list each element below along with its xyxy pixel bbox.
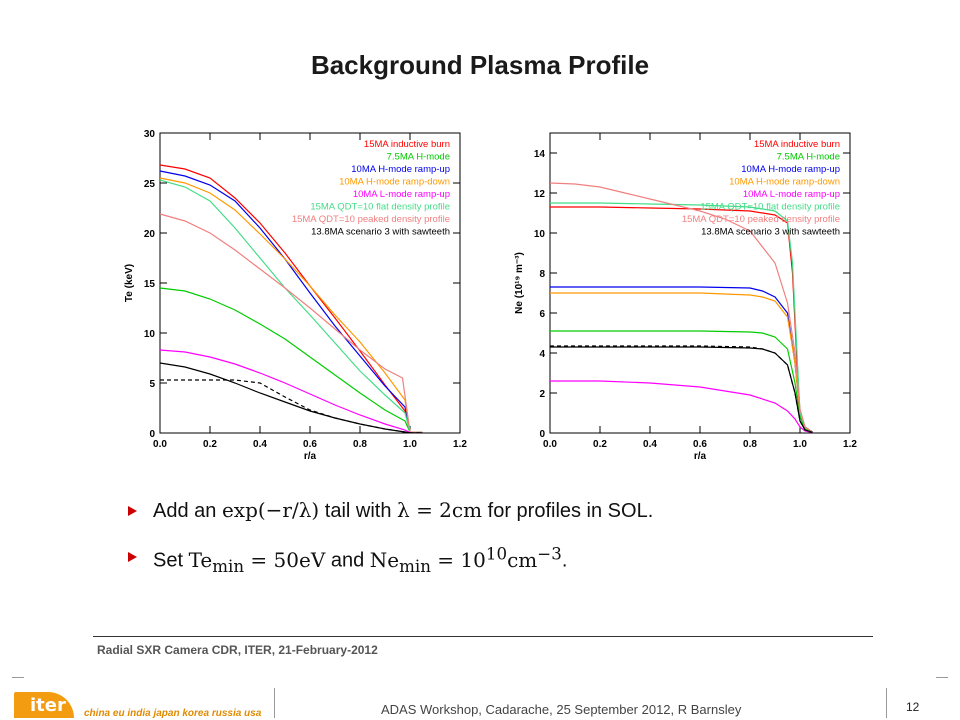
x-axis-label: r/a <box>304 451 317 462</box>
legend-entry: 13.8MA scenario 3 with sawteeth <box>701 227 840 238</box>
series-line-dashed <box>550 345 813 433</box>
legend-entry: 10MA H-mode ramp-down <box>729 177 840 188</box>
series-line <box>159 179 423 434</box>
series-line-dashed <box>160 379 423 434</box>
bullet-list: Add an exp(−r/λ) tail with λ = 2cm for p… <box>128 498 888 590</box>
series-line <box>550 286 813 433</box>
bullet-item: Set Temin = 50eV and Nemin = 1010cm−3. <box>128 544 888 590</box>
slide-title: Background Plasma Profile <box>310 50 650 80</box>
series-line <box>550 206 813 433</box>
x-tick-label: 0.4 <box>643 439 657 450</box>
iter-logo-text: iter <box>30 695 66 716</box>
x-tick-label: 0.6 <box>693 439 707 450</box>
bullet-text: Add an exp(−r/λ) tail with λ = 2cm for p… <box>153 498 654 522</box>
legend-entry: 10MA L-mode ramp-up <box>743 189 840 200</box>
partners-text: china eu india japan korea russia usa <box>84 708 262 719</box>
legend-entry: 10MA H-mode ramp-up <box>741 164 840 175</box>
y-tick-label: 30 <box>144 129 156 140</box>
series-line <box>159 362 423 434</box>
y-tick-label: 14 <box>534 149 546 160</box>
series-line <box>159 213 423 434</box>
series-line <box>159 349 423 434</box>
y-tick-label: 2 <box>539 389 545 400</box>
x-tick-label: 0.0 <box>153 439 167 450</box>
legend-entry: 15MA QDT=10 peaked density profile <box>682 214 840 225</box>
y-tick-label: 10 <box>144 329 156 340</box>
bullet-text: Set Temin = 50eV and Nemin = 1010cm−3. <box>153 544 568 576</box>
legend-entry: 15MA QDT=10 flat density profile <box>310 202 450 213</box>
ne-profile-chart: 0.0 0.2 0.4 0.6 0.8 1.0 1.2 0 2 4 6 8 10 12 14 r/a Ne (1… <box>514 132 857 462</box>
footer-reference: Radial SXR Camera CDR, ITER, 21-February… <box>97 643 378 657</box>
legend-entry: 15MA inductive burn <box>754 139 840 150</box>
legend-entry: 15MA QDT=10 peaked density profile <box>292 214 450 225</box>
x-tick-label: 0.2 <box>593 439 607 450</box>
legend-entry: 15MA QDT=10 flat density profile <box>700 202 840 213</box>
x-tick-label: 0.6 <box>303 439 317 450</box>
x-axis-label: r/a <box>694 451 707 462</box>
footer-separator <box>274 688 275 718</box>
series-line <box>159 170 423 434</box>
footer-tick-left <box>12 677 24 678</box>
series-line <box>550 380 813 434</box>
legend-entry: 15MA inductive burn <box>364 139 450 150</box>
series-line <box>550 292 813 433</box>
legend-entry: 10MA L-mode ramp-up <box>353 189 450 200</box>
legend-entry: 10MA H-mode ramp-up <box>351 164 450 175</box>
x-tick-label: 1.2 <box>453 439 467 450</box>
legend-entry: 7.5MA H-mode <box>387 152 450 163</box>
y-tick-label: 25 <box>144 179 156 190</box>
series-line <box>159 287 423 434</box>
te-profile-chart: 0.0 0.2 0.4 0.6 0.8 1.0 1.2 0 5 10 15 20 25 30 r/a Te (… <box>124 129 467 462</box>
y-tick-label: 0 <box>539 429 545 440</box>
x-tick-label: 0.8 <box>743 439 757 450</box>
x-tick-label: 0.4 <box>253 439 267 450</box>
x-tick-label: 0.2 <box>203 439 217 450</box>
legend-entry: 13.8MA scenario 3 with sawteeth <box>311 227 450 238</box>
footer-divider <box>93 636 873 637</box>
y-tick-label: 10 <box>534 229 546 240</box>
y-tick-label: 5 <box>149 379 155 390</box>
x-tick-label: 0.0 <box>543 439 557 450</box>
y-axis-label: Te (keV) <box>124 264 135 302</box>
x-tick-label: 1.2 <box>843 439 857 450</box>
series-line <box>549 182 813 433</box>
workshop-caption: ADAS Workshop, Cadarache, 25 September 2… <box>381 702 742 717</box>
x-tick-label: 1.0 <box>793 439 807 450</box>
y-tick-label: 0 <box>149 429 155 440</box>
page-number: 12 <box>906 700 920 714</box>
y-tick-label: 6 <box>539 309 545 320</box>
series-line <box>550 330 813 433</box>
legend-entry: 10MA H-mode ramp-down <box>339 177 450 188</box>
x-tick-label: 0.8 <box>353 439 367 450</box>
y-tick-label: 15 <box>144 279 156 290</box>
series-line <box>550 202 813 433</box>
bullet-marker-icon <box>128 506 137 516</box>
y-tick-label: 8 <box>539 269 545 280</box>
footer-separator <box>886 688 887 718</box>
bullet-item: Add an exp(−r/λ) tail with λ = 2cm for p… <box>128 498 888 544</box>
y-tick-label: 4 <box>539 349 545 360</box>
y-tick-label: 20 <box>144 229 156 240</box>
footer-tick-right <box>936 677 948 678</box>
y-axis-label: Ne (10¹⁹ m⁻³) <box>514 252 525 314</box>
x-tick-label: 1.0 <box>403 439 417 450</box>
series-line <box>550 346 813 433</box>
legend-entry: 7.5MA H-mode <box>777 152 840 163</box>
y-tick-label: 12 <box>534 189 546 200</box>
bullet-marker-icon <box>128 552 137 562</box>
